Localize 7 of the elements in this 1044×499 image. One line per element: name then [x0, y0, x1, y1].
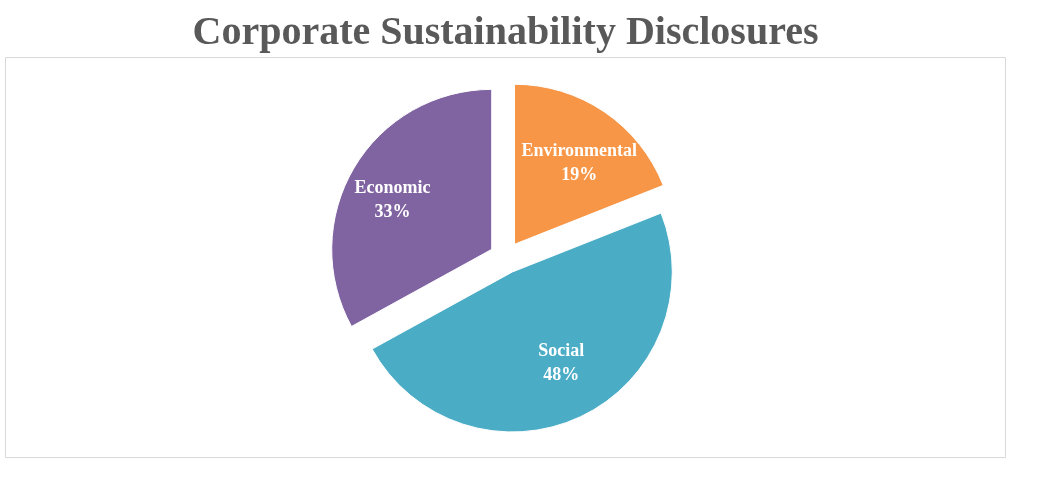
chart-title: Corporate Sustainability Disclosures [192, 7, 819, 53]
data-label: 48% [543, 363, 580, 384]
slice-label: Social [538, 339, 585, 360]
slice-label: Economic [354, 176, 431, 197]
data-label: 33% [374, 200, 411, 221]
data-label: 19% [561, 164, 598, 185]
slice-label: Environmental [521, 140, 638, 161]
